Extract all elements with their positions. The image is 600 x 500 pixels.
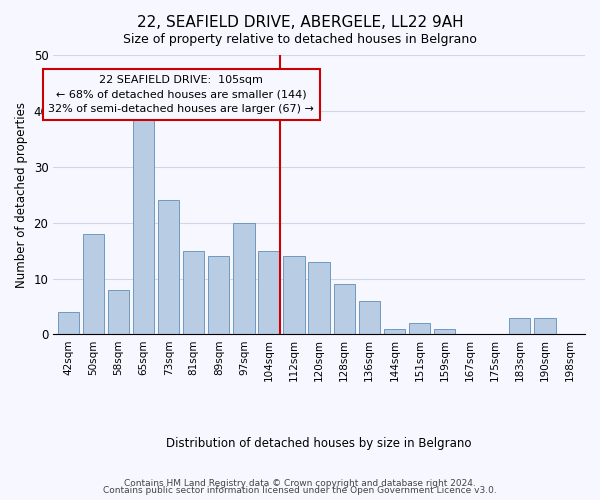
Bar [534, 318, 556, 334]
Text: Size of property relative to detached houses in Belgrano: Size of property relative to detached ho… [123, 32, 477, 46]
Bar [108, 290, 129, 335]
Bar [183, 250, 205, 334]
Text: 22 SEAFIELD DRIVE:  105sqm
← 68% of detached houses are smaller (144)
32% of sem: 22 SEAFIELD DRIVE: 105sqm ← 68% of detac… [48, 74, 314, 114]
Bar [308, 262, 330, 334]
Bar [283, 256, 305, 334]
Bar [233, 222, 254, 334]
Text: Contains HM Land Registry data © Crown copyright and database right 2024.: Contains HM Land Registry data © Crown c… [124, 478, 476, 488]
Bar [359, 301, 380, 334]
Bar [83, 234, 104, 334]
X-axis label: Distribution of detached houses by size in Belgrano: Distribution of detached houses by size … [166, 437, 472, 450]
Bar [133, 106, 154, 334]
Bar [409, 324, 430, 334]
Text: 22, SEAFIELD DRIVE, ABERGELE, LL22 9AH: 22, SEAFIELD DRIVE, ABERGELE, LL22 9AH [137, 15, 463, 30]
Bar [509, 318, 530, 334]
Bar [384, 329, 405, 334]
Bar [58, 312, 79, 334]
Bar [158, 200, 179, 334]
Bar [259, 250, 280, 334]
Bar [334, 284, 355, 335]
Text: Contains public sector information licensed under the Open Government Licence v3: Contains public sector information licen… [103, 486, 497, 495]
Bar [208, 256, 229, 334]
Bar [434, 329, 455, 334]
Y-axis label: Number of detached properties: Number of detached properties [15, 102, 28, 288]
